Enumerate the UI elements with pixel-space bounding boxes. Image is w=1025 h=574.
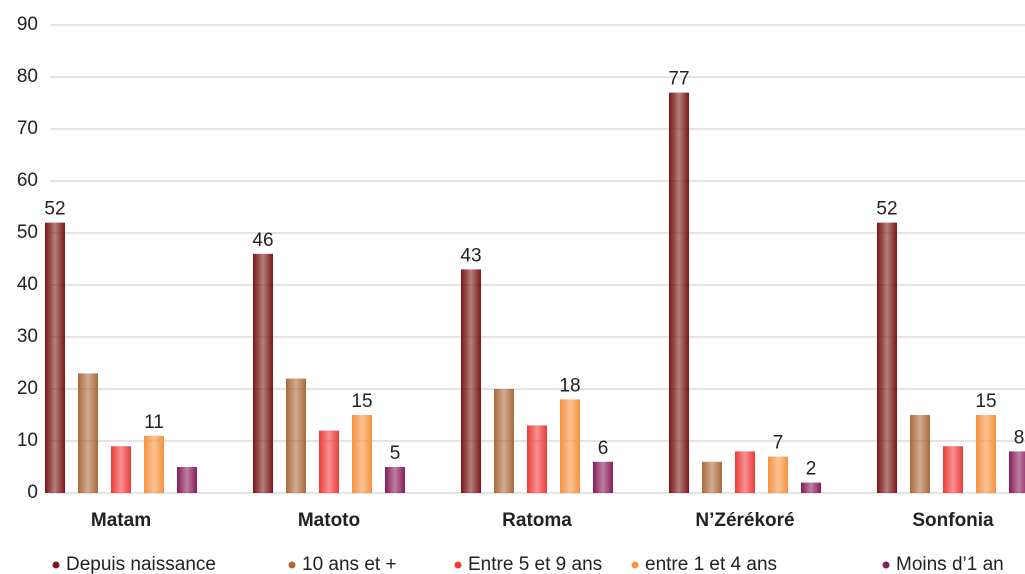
x-tick-label: Ratoma [502,510,572,531]
y-tick-label: 50 [17,222,38,243]
legend-label: Entre 5 et 9 ans [468,554,602,574]
data-label: 18 [559,375,580,396]
bar [144,435,164,493]
bar [877,222,897,493]
bar [669,92,689,493]
data-label: 52 [876,199,897,220]
data-label: 2 [806,459,817,480]
legend-label: Moins d’1 an [896,554,1004,574]
bar [385,467,405,493]
bar [45,222,65,493]
y-tick-label: 30 [17,326,38,347]
legend-marker [454,561,462,569]
bar [943,446,963,493]
bar [702,461,722,493]
y-tick-label: 80 [17,66,38,87]
bar [177,467,197,493]
bar [78,373,98,493]
bar [910,415,930,493]
bar [494,389,514,493]
bar [461,269,481,493]
bar [976,415,996,493]
bar [801,482,821,493]
legend-label: entre 1 et 4 ans [645,554,777,574]
legend-label: Depuis naissance [66,554,216,574]
data-label: 15 [975,391,996,412]
data-label: 43 [460,245,481,266]
data-label: 52 [44,199,65,220]
y-tick-label: 90 [17,14,38,35]
x-tick-label: Sonfonia [912,510,994,531]
data-label: 11 [144,412,164,433]
legend-marker [288,561,296,569]
data-label: 46 [252,230,273,251]
legend-marker [52,561,60,569]
legend-marker [631,561,639,569]
y-tick-label: 40 [17,274,38,295]
bar [286,378,306,493]
bar [560,399,580,493]
y-tick-label: 70 [17,118,38,139]
x-tick-label: Matam [91,510,151,531]
y-tick-label: 60 [17,170,38,191]
data-label: 77 [668,69,689,90]
legend-marker [882,561,890,569]
y-tick-label: 20 [17,378,38,399]
data-label: 7 [773,433,784,454]
bar [111,446,131,493]
data-label: 5 [390,443,401,464]
x-tick-label: Matoto [298,510,360,531]
legend-label: 10 ans et + [302,554,397,574]
data-label: 8 [1014,427,1025,448]
bar [768,456,788,493]
data-label: 15 [351,391,372,412]
data-label: 6 [598,438,609,459]
bar [319,430,339,493]
bar [352,415,372,493]
y-tick-label: 0 [27,482,38,503]
bar [1009,451,1025,493]
bar [253,253,273,493]
x-tick-label: N’Zérékoré [695,510,794,531]
bar [735,451,755,493]
bar [593,461,613,493]
y-tick-label: 10 [17,430,38,451]
bar [527,425,547,493]
